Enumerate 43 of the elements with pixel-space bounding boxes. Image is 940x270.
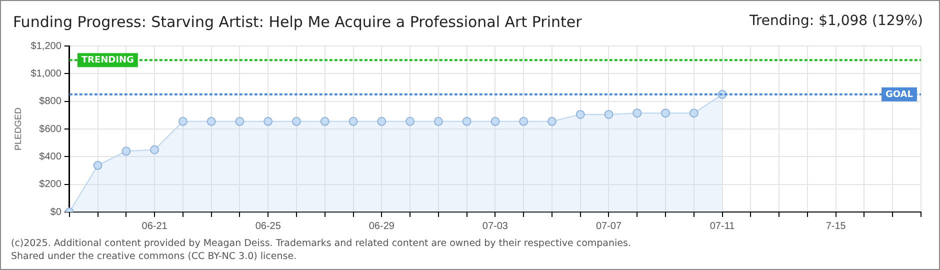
chart-title: Funding Progress: Starving Artist: Help Me Acquire a Professional Art Printer	[13, 13, 582, 31]
text: (c)2025. Additional content provided by Meagan Deiss. Trademarks and related content are owned by their respective companies.	[11, 238, 631, 249]
x-tick-label: 06-25	[255, 220, 282, 232]
point	[122, 146, 131, 156]
y-tick-label: $0	[50, 206, 62, 218]
x-tick-label: 07-03	[482, 220, 508, 232]
x-tick-label: 7-15	[826, 220, 846, 232]
y-tick-label: $600	[39, 124, 62, 135]
point	[150, 145, 160, 154]
point	[632, 108, 642, 118]
point	[178, 116, 188, 126]
point	[462, 116, 472, 126]
ref-line-label: TRENDING	[81, 55, 134, 66]
point	[547, 116, 556, 126]
ref-line-label: GOAL	[886, 90, 914, 100]
point	[320, 116, 330, 126]
point	[235, 116, 244, 126]
y-tick-label: $400	[39, 151, 62, 162]
point	[576, 110, 585, 119]
y-tick-label: $800	[39, 96, 62, 108]
point	[377, 116, 386, 126]
x-tick-label: 07-11	[710, 220, 736, 232]
point	[264, 116, 273, 126]
point	[292, 116, 301, 126]
text: Shared under the creative commons (CC BY-NC 3.0) license.	[11, 251, 297, 262]
point	[689, 108, 698, 118]
chart-subtitle: Trending: $1,098 (129%)	[749, 13, 923, 29]
point	[434, 116, 443, 126]
point	[93, 160, 102, 170]
x-tick-label: 06-29	[368, 220, 395, 232]
x-tick-label: 06-21	[142, 220, 168, 232]
point	[519, 116, 528, 126]
y-tick-label: $1,200	[30, 40, 62, 52]
point	[490, 116, 500, 126]
y-tick-label: $1,000	[30, 68, 62, 80]
point	[206, 116, 216, 126]
point	[348, 116, 358, 126]
point	[604, 110, 614, 119]
x-tick-label: 07-07	[596, 220, 622, 232]
point	[406, 116, 415, 126]
y-axis-title: PLEDGED	[12, 106, 23, 151]
y-tick-label: $200	[39, 179, 62, 190]
point	[661, 108, 670, 118]
